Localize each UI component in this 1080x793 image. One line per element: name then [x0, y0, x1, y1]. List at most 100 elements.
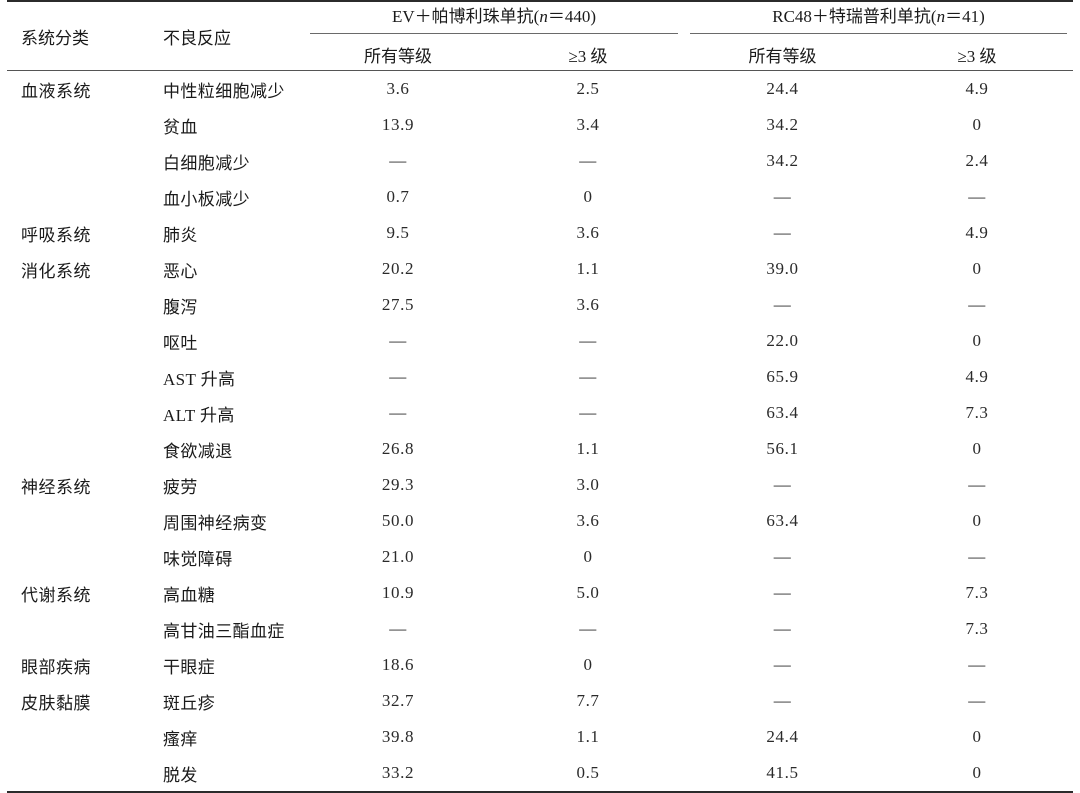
- cell-rc48-all-grades: —: [773, 295, 792, 314]
- cell-ev-all-grades: 26.8: [381, 439, 415, 458]
- cell-ev-grade3plus: 1.1: [576, 259, 600, 278]
- cell-ev-grade3plus: 5.0: [576, 583, 600, 602]
- cell-rc48-grade3plus: 0: [972, 763, 982, 782]
- adverse-events-table: 系统分类 不良反应 EV＋帕博利珠单抗(n＝440) RC48＋特瑞普利单抗(n…: [7, 0, 1073, 793]
- table-row: 眼部疾病 干眼症 18.6 0 — —: [7, 647, 1073, 683]
- group-header-ev-n-value: ＝440): [547, 7, 596, 27]
- table-row: 周围神经病变 50.0 3.6 63.4 0: [7, 503, 1073, 539]
- cell-system-category: 代谢系统: [21, 585, 91, 605]
- cell-adverse-reaction: AST 升高: [163, 369, 236, 389]
- table-row: 瘙痒 39.8 1.1 24.4 0: [7, 719, 1073, 755]
- cell-ev-all-grades: —: [389, 403, 407, 422]
- cell-adverse-reaction: 恶心: [163, 261, 198, 281]
- cell-adverse-reaction: ALT 升高: [163, 405, 235, 425]
- cell-system-category: 皮肤黏膜: [21, 693, 91, 713]
- column-header-system: 系统分类: [21, 28, 89, 48]
- cell-ev-grade3plus: 0: [583, 655, 593, 674]
- table-row: 味觉障碍 21.0 0 — —: [7, 539, 1073, 575]
- cell-ev-all-grades: 0.7: [386, 187, 410, 206]
- cell-adverse-reaction: 高血糖: [163, 585, 216, 605]
- cell-rc48-grade3plus: 4.9: [965, 79, 989, 98]
- cell-ev-grade3plus: —: [579, 331, 597, 350]
- cell-system-category: 消化系统: [21, 261, 91, 281]
- cell-adverse-reaction: 白细胞减少: [163, 153, 250, 173]
- cell-ev-grade3plus: 3.6: [576, 511, 600, 530]
- table-row: 代谢系统 高血糖 10.9 5.0 — 7.3: [7, 575, 1073, 611]
- subcolumn-header-rc48-all-grades: 所有等级: [748, 47, 817, 66]
- cell-system-category: [7, 323, 141, 359]
- subcolumn-header-ev-all-grades: 所有等级: [364, 47, 432, 66]
- cell-adverse-reaction: 腹泻: [163, 297, 198, 317]
- cell-ev-grade3plus: 2.5: [576, 79, 600, 98]
- cell-system-category: [7, 395, 141, 431]
- cell-rc48-all-grades: —: [773, 547, 792, 566]
- column-header-reaction: 不良反应: [163, 28, 231, 48]
- cell-ev-all-grades: —: [389, 367, 407, 386]
- cell-ev-grade3plus: 0: [583, 547, 593, 566]
- table-row: 血液系统 中性粒细胞减少 3.6 2.5 24.4 4.9: [7, 71, 1073, 108]
- cell-rc48-grade3plus: —: [968, 475, 986, 494]
- cell-rc48-grade3plus: 0: [972, 115, 982, 134]
- cell-system-category: [7, 755, 141, 792]
- cell-rc48-grade3plus: —: [968, 187, 986, 206]
- cell-ev-all-grades: 10.9: [381, 583, 415, 602]
- cell-ev-grade3plus: 3.4: [576, 115, 600, 134]
- cell-rc48-all-grades: 63.4: [766, 511, 799, 530]
- cell-system-category: [7, 107, 141, 143]
- table-row: 呼吸系统 肺炎 9.5 3.6 — 4.9: [7, 215, 1073, 251]
- subcolumn-header-rc48-grade3plus: ≥3 级: [957, 47, 997, 66]
- cell-ev-grade3plus: —: [579, 151, 597, 170]
- cell-adverse-reaction: 贫血: [163, 117, 198, 137]
- cell-ev-grade3plus: 0.5: [576, 763, 600, 782]
- cell-ev-grade3plus: 3.0: [576, 475, 600, 494]
- cell-rc48-all-grades: 56.1: [766, 439, 799, 458]
- cell-adverse-reaction: 呕吐: [163, 333, 198, 353]
- cell-ev-all-grades: —: [389, 619, 407, 638]
- cell-ev-grade3plus: 0: [583, 187, 593, 206]
- cell-rc48-all-grades: —: [773, 655, 792, 674]
- cell-rc48-all-grades: —: [773, 187, 792, 206]
- cell-rc48-grade3plus: 2.4: [965, 151, 989, 170]
- cell-rc48-all-grades: 63.4: [766, 403, 799, 422]
- cell-ev-all-grades: 18.6: [381, 655, 415, 674]
- cell-ev-grade3plus: 1.1: [576, 727, 600, 746]
- cell-rc48-all-grades: —: [773, 475, 792, 494]
- table-row: 贫血 13.9 3.4 34.2 0: [7, 107, 1073, 143]
- cell-system-category: [7, 611, 141, 647]
- header-row-groups: 系统分类 不良反应 EV＋帕博利珠单抗(n＝440) RC48＋特瑞普利单抗(n…: [7, 2, 1073, 48]
- cell-ev-all-grades: 13.9: [381, 115, 415, 134]
- group-header-rc48-n-value: ＝41): [945, 7, 985, 27]
- cell-ev-grade3plus: 7.7: [576, 691, 600, 710]
- table-row: 食欲减退 26.8 1.1 56.1 0: [7, 431, 1073, 467]
- group-header-ev-n-symbol: n: [539, 7, 548, 27]
- cell-system-category: [7, 503, 141, 539]
- cell-system-category: [7, 143, 141, 179]
- cell-system-category: 神经系统: [21, 477, 91, 497]
- group-header-ev-pembrolizumab: EV＋帕博利珠单抗(n＝440): [304, 2, 684, 39]
- cell-system-category: [7, 179, 141, 215]
- cell-rc48-all-grades: 39.0: [766, 259, 799, 278]
- table-row: 血小板减少 0.7 0 — —: [7, 179, 1073, 215]
- cell-ev-all-grades: 27.5: [381, 295, 415, 314]
- cell-rc48-all-grades: 41.5: [766, 763, 799, 782]
- cell-ev-all-grades: 21.0: [381, 547, 415, 566]
- cell-rc48-grade3plus: 7.3: [965, 583, 989, 602]
- subcolumn-header-ev-grade3plus: ≥3 级: [568, 47, 608, 66]
- cell-rc48-all-grades: 22.0: [766, 331, 799, 350]
- table-row: 皮肤黏膜 斑丘疹 32.7 7.7 — —: [7, 683, 1073, 719]
- cell-adverse-reaction: 中性粒细胞减少: [163, 81, 285, 101]
- cell-adverse-reaction: 周围神经病变: [163, 513, 268, 533]
- cell-system-category: [7, 431, 141, 467]
- group-header-rc48-toripalimab: RC48＋特瑞普利单抗(n＝41): [684, 2, 1073, 39]
- cell-ev-grade3plus: 1.1: [576, 439, 600, 458]
- cell-system-category: [7, 359, 141, 395]
- group-rule-rc48: [690, 33, 1067, 34]
- cell-rc48-all-grades: —: [773, 583, 792, 602]
- group-header-ev-label: EV＋帕博利珠单抗(n＝440): [304, 7, 684, 27]
- cell-rc48-all-grades: —: [773, 691, 792, 710]
- cell-rc48-grade3plus: 7.3: [965, 403, 989, 422]
- cell-adverse-reaction: 血小板减少: [163, 189, 250, 209]
- group-header-ev-text: EV＋帕博利珠单抗(: [392, 7, 540, 27]
- table-row: 消化系统 恶心 20.2 1.1 39.0 0: [7, 251, 1073, 287]
- table-container: 系统分类 不良反应 EV＋帕博利珠单抗(n＝440) RC48＋特瑞普利单抗(n…: [7, 0, 1073, 793]
